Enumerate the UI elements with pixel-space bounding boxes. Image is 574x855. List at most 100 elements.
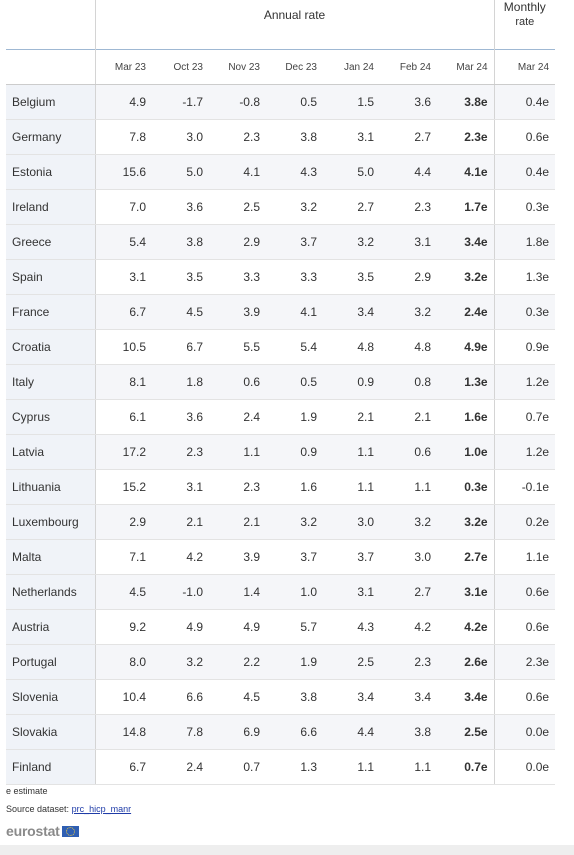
annual-rate-cell: 3.1e (437, 574, 495, 610)
monthly-rate-cell: 2.3e (493, 644, 556, 680)
country-name: Spain (6, 259, 95, 295)
annual-rate-cell: 6.7 (152, 329, 209, 365)
annual-rate-cell: 1.9 (266, 399, 323, 435)
annual-rate-cell: 3.1 (323, 119, 380, 155)
annual-rate-cell: 6.9 (209, 714, 266, 750)
annual-rate-cell: 4.1e (437, 154, 495, 190)
annual-rate-cell: 1.8 (152, 364, 209, 400)
annual-rate-cell: 4.2 (380, 609, 437, 645)
table-row: Slovenia 10.4 6.6 4.5 3.8 3.4 3.4 3.4e 0.6e (6, 679, 556, 715)
table-row: Latvia 17.2 2.3 1.1 0.9 1.1 0.6 1.0e 1.2e (6, 434, 556, 470)
monthly-rate-cell: 0.6e (493, 574, 556, 610)
annual-rate-cell: -1.7 (152, 84, 209, 120)
annual-rate-cell: 0.8 (380, 364, 437, 400)
monthly-rate-cell: 1.8e (493, 224, 556, 260)
month-header: Oct 23 (152, 49, 209, 85)
country-name: Ireland (6, 189, 95, 225)
monthly-rate-cell: 0.4e (493, 154, 556, 190)
annual-rate-cell: 1.1 (323, 749, 380, 785)
table-row: Belgium 4.9 -1.7 -0.8 0.5 1.5 3.6 3.8e 0.4e (6, 84, 556, 120)
table-row: Germany 7.8 3.0 2.3 3.8 3.1 2.7 2.3e 0.6e (6, 119, 556, 155)
annual-rate-cell: 0.7 (209, 749, 266, 785)
country-name: Croatia (6, 329, 95, 365)
annual-rate-cell: 4.9 (152, 609, 209, 645)
annual-rate-cell: 4.1 (266, 294, 323, 330)
annual-rate-cell: 7.1 (94, 539, 152, 575)
annual-rate-cell: 14.8 (94, 714, 152, 750)
annual-rate-cell: 1.0e (437, 434, 495, 470)
table-row: Ireland 7.0 3.6 2.5 3.2 2.7 2.3 1.7e 0.3e (6, 189, 556, 225)
table-row: Malta 7.1 4.2 3.9 3.7 3.7 3.0 2.7e 1.1e (6, 539, 556, 575)
group-header-row: Annual rate Monthly rate (6, 0, 556, 50)
table-row: Croatia 10.5 6.7 5.5 5.4 4.8 4.8 4.9e 0.9e (6, 329, 556, 365)
monthly-rate-label-line1: Monthly (503, 0, 546, 14)
annual-rate-cell: 2.1 (209, 504, 266, 540)
annual-rate-cell: 3.2 (152, 644, 209, 680)
annual-rate-cell: 0.3e (437, 469, 495, 505)
annual-rate-cell: 2.7 (323, 189, 380, 225)
country-name: Greece (6, 224, 95, 260)
annual-rate-cell: 5.4 (94, 224, 152, 260)
eurostat-logo[interactable]: eurostat (6, 823, 79, 839)
table-row: Estonia 15.6 5.0 4.1 4.3 5.0 4.4 4.1e 0.4e (6, 154, 556, 190)
source-dataset-link[interactable]: prc_hicp_manr (71, 804, 132, 814)
country-name: Portugal (6, 644, 95, 680)
annual-rate-cell: 2.7 (380, 119, 437, 155)
annual-rate-cell: 7.8 (152, 714, 209, 750)
annual-rate-cell: 0.7e (437, 749, 495, 785)
annual-rate-cell: 2.2 (209, 644, 266, 680)
annual-rate-cell: 3.6 (380, 84, 437, 120)
annual-rate-cell: 3.4e (437, 679, 495, 715)
annual-rate-cell: 1.9 (266, 644, 323, 680)
monthly-rate-cell: 0.6e (493, 609, 556, 645)
country-name: Estonia (6, 154, 95, 190)
annual-rate-cell: 8.1 (94, 364, 152, 400)
annual-rate-cell: 2.6e (437, 644, 495, 680)
annual-rate-cell: 3.9 (209, 539, 266, 575)
annual-rate-cell: 2.1 (152, 504, 209, 540)
annual-rate-cell: 4.9 (209, 609, 266, 645)
annual-rate-cell: 4.9 (94, 84, 152, 120)
annual-rate-cell: 2.3 (380, 644, 437, 680)
country-name: Slovakia (6, 714, 95, 750)
annual-rate-cell: 1.1 (380, 749, 437, 785)
country-name: Finland (6, 749, 95, 785)
monthly-rate-cell: 0.0e (493, 749, 556, 785)
country-name: Lithuania (6, 469, 95, 505)
month-header: Nov 23 (209, 49, 266, 85)
annual-rate-cell: 0.9 (323, 364, 380, 400)
annual-rate-cell: 2.5 (323, 644, 380, 680)
annual-rate-cell: 4.2e (437, 609, 495, 645)
annual-rate-cell: 3.2 (323, 224, 380, 260)
annual-rate-cell: 2.7 (380, 574, 437, 610)
annual-rate-cell: 0.6 (380, 434, 437, 470)
annual-rate-cell: 1.3e (437, 364, 495, 400)
annual-rate-cell: 3.7 (323, 539, 380, 575)
annual-rate-cell: 3.4e (437, 224, 495, 260)
annual-rate-cell: 3.2e (437, 259, 495, 295)
annual-rate-cell: 4.4 (380, 154, 437, 190)
annual-rate-cell: 3.1 (323, 574, 380, 610)
annual-rate-cell: 9.2 (94, 609, 152, 645)
annual-rate-cell: 2.3e (437, 119, 495, 155)
annual-rate-cell: 3.3 (266, 259, 323, 295)
table-row: Slovakia 14.8 7.8 6.9 6.6 4.4 3.8 2.5e 0.0e (6, 714, 556, 750)
annual-rate-cell: 5.5 (209, 329, 266, 365)
annual-rate-cell: 4.3 (266, 154, 323, 190)
country-name: Italy (6, 364, 95, 400)
annual-rate-cell: 1.4 (209, 574, 266, 610)
source-line: Source dataset: prc_hicp_manr (6, 804, 131, 814)
table-row: Cyprus 6.1 3.6 2.4 1.9 2.1 2.1 1.6e 0.7e (6, 399, 556, 435)
annual-rate-cell: 0.5 (266, 364, 323, 400)
country-name: Slovenia (6, 679, 95, 715)
annual-rate-cell: 3.4 (323, 679, 380, 715)
annual-rate-cell: 3.2 (266, 504, 323, 540)
annual-rate-cell: 5.7 (266, 609, 323, 645)
monthly-rate-label-line2: rate (515, 16, 535, 28)
annual-rate-cell: 2.1 (323, 399, 380, 435)
monthly-rate-cell: 0.9e (493, 329, 556, 365)
monthly-rate-cell: 1.2e (493, 434, 556, 470)
annual-rate-cell: 1.5 (323, 84, 380, 120)
annual-rate-cell: 3.0 (323, 504, 380, 540)
country-name: Cyprus (6, 399, 95, 435)
